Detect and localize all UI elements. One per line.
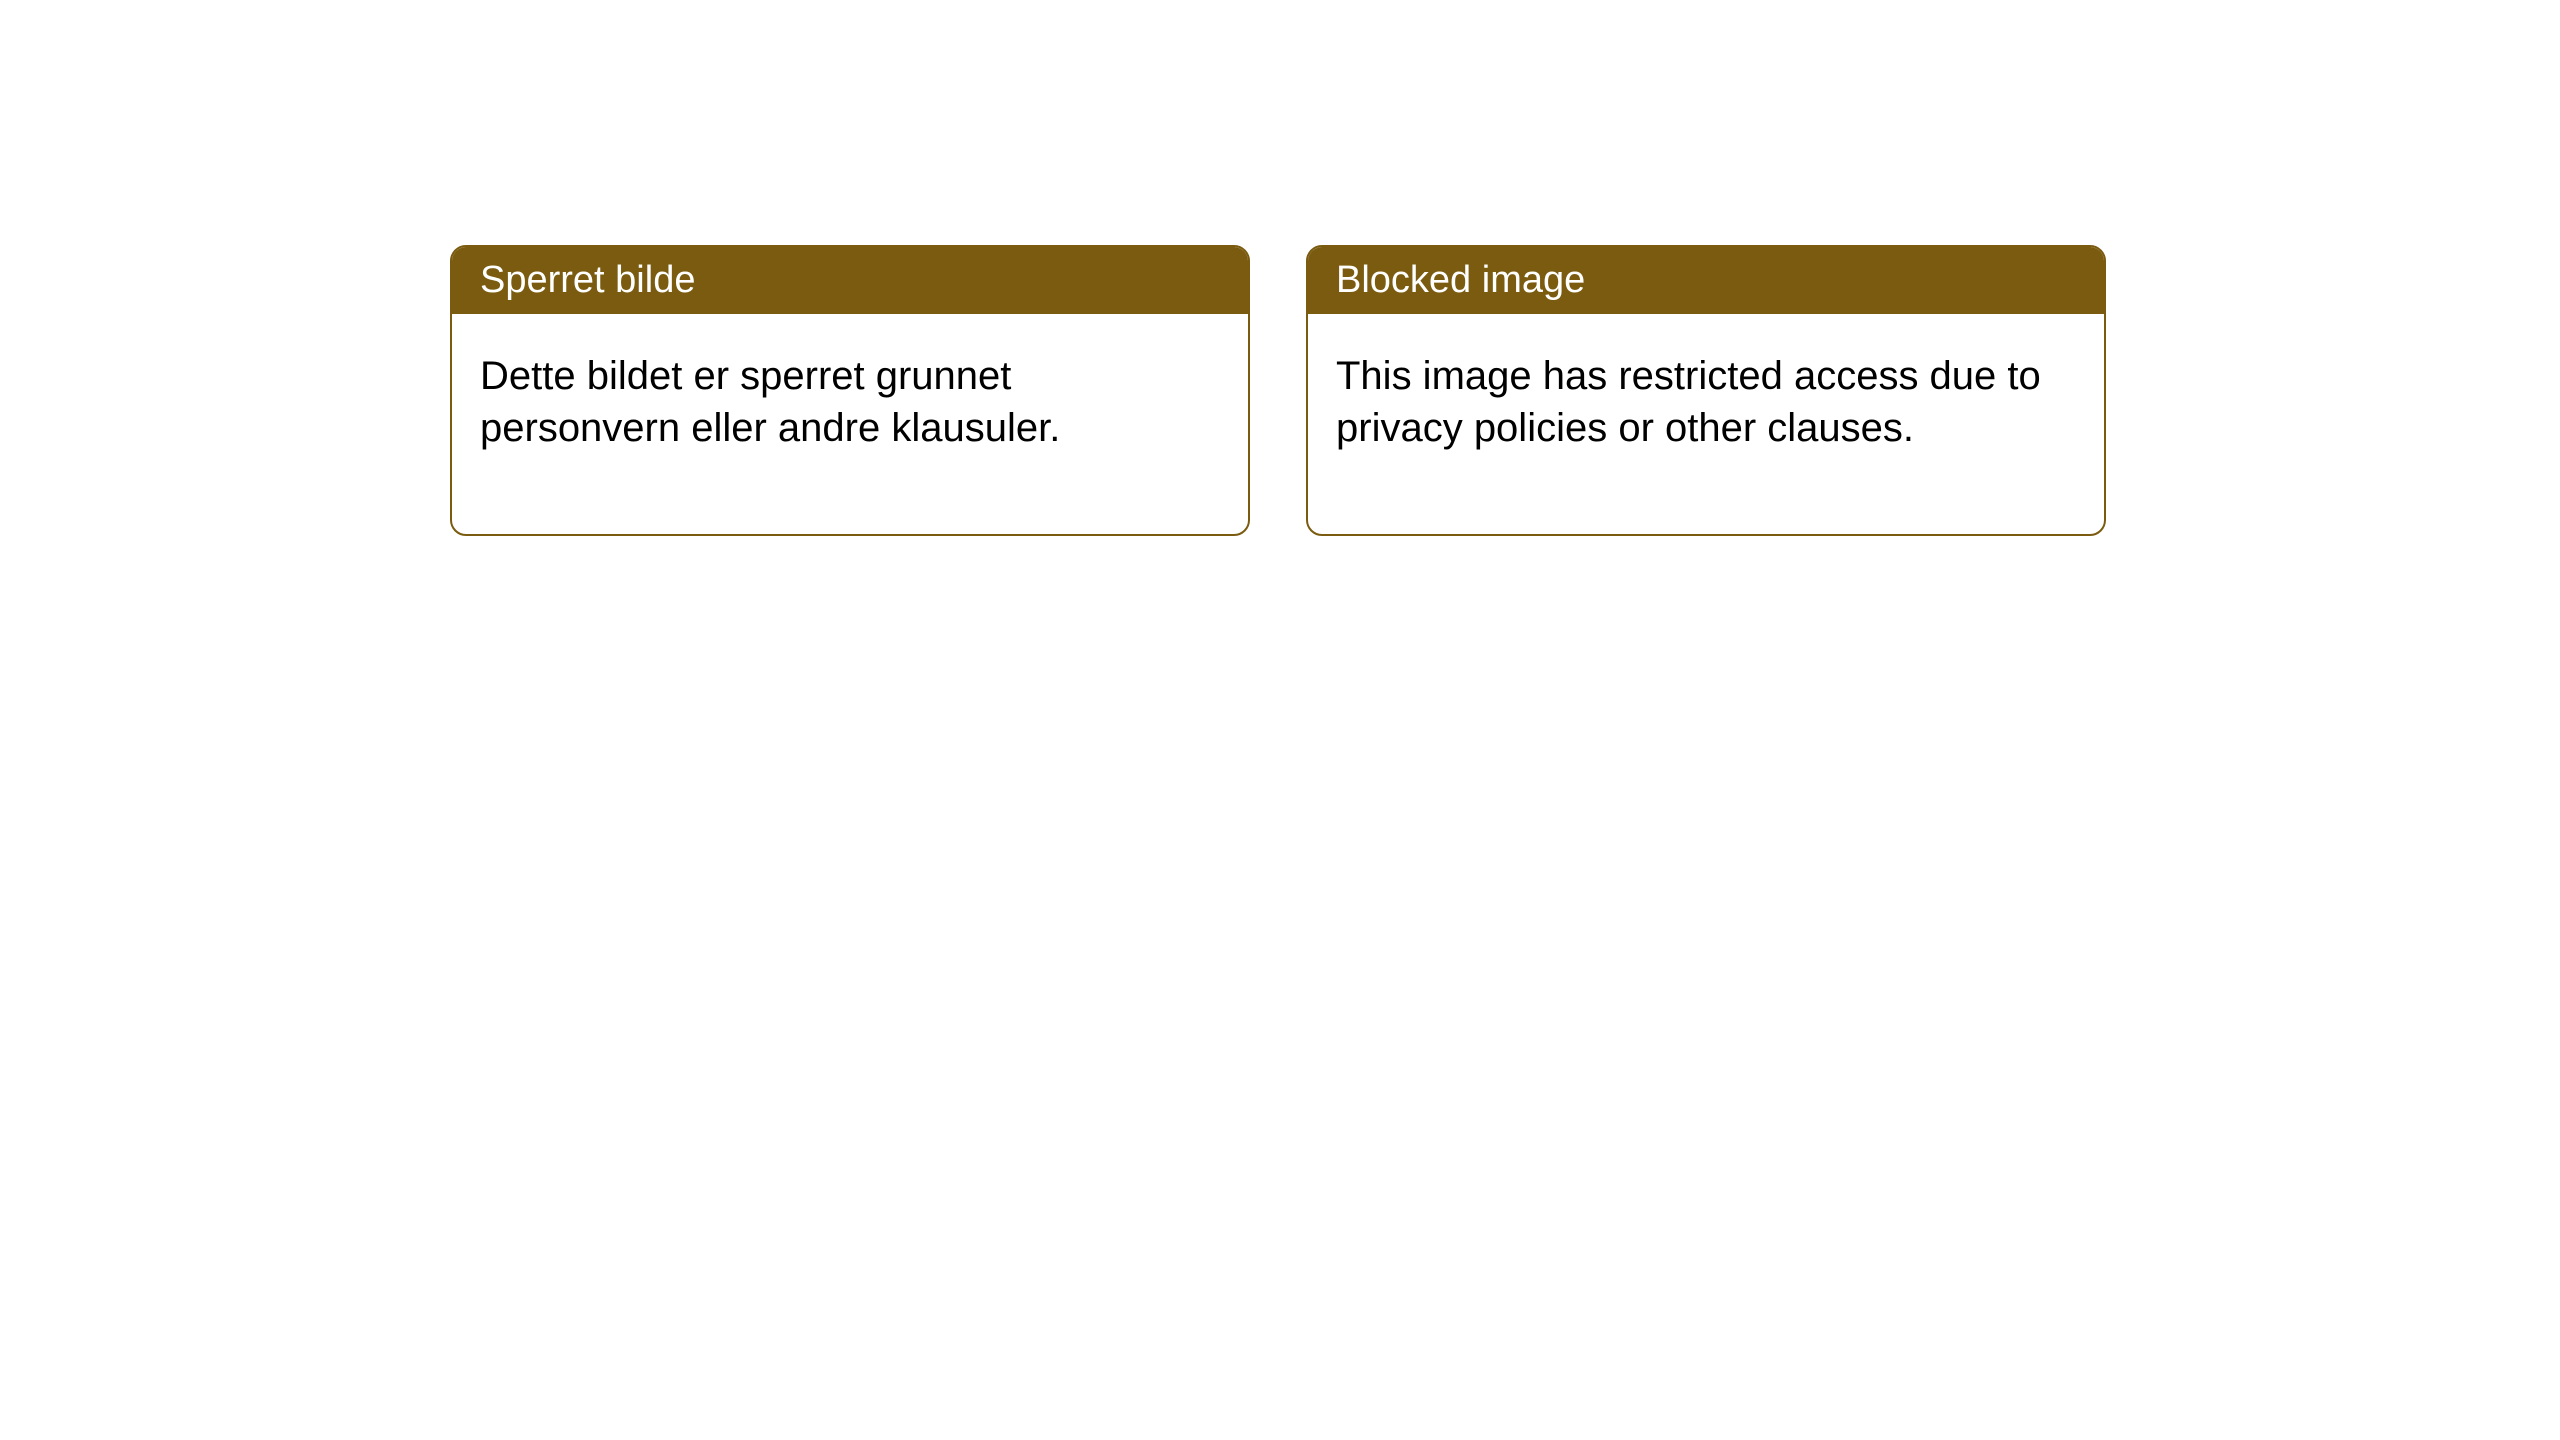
card-message-english: This image has restricted access due to … (1308, 314, 2104, 534)
blocked-image-card-norwegian: Sperret bilde Dette bildet er sperret gr… (450, 245, 1250, 536)
card-header-norwegian: Sperret bilde (452, 247, 1248, 314)
card-message-norwegian: Dette bildet er sperret grunnet personve… (452, 314, 1248, 534)
blocked-image-card-english: Blocked image This image has restricted … (1306, 245, 2106, 536)
blocked-image-notice-container: Sperret bilde Dette bildet er sperret gr… (450, 245, 2106, 536)
card-header-english: Blocked image (1308, 247, 2104, 314)
